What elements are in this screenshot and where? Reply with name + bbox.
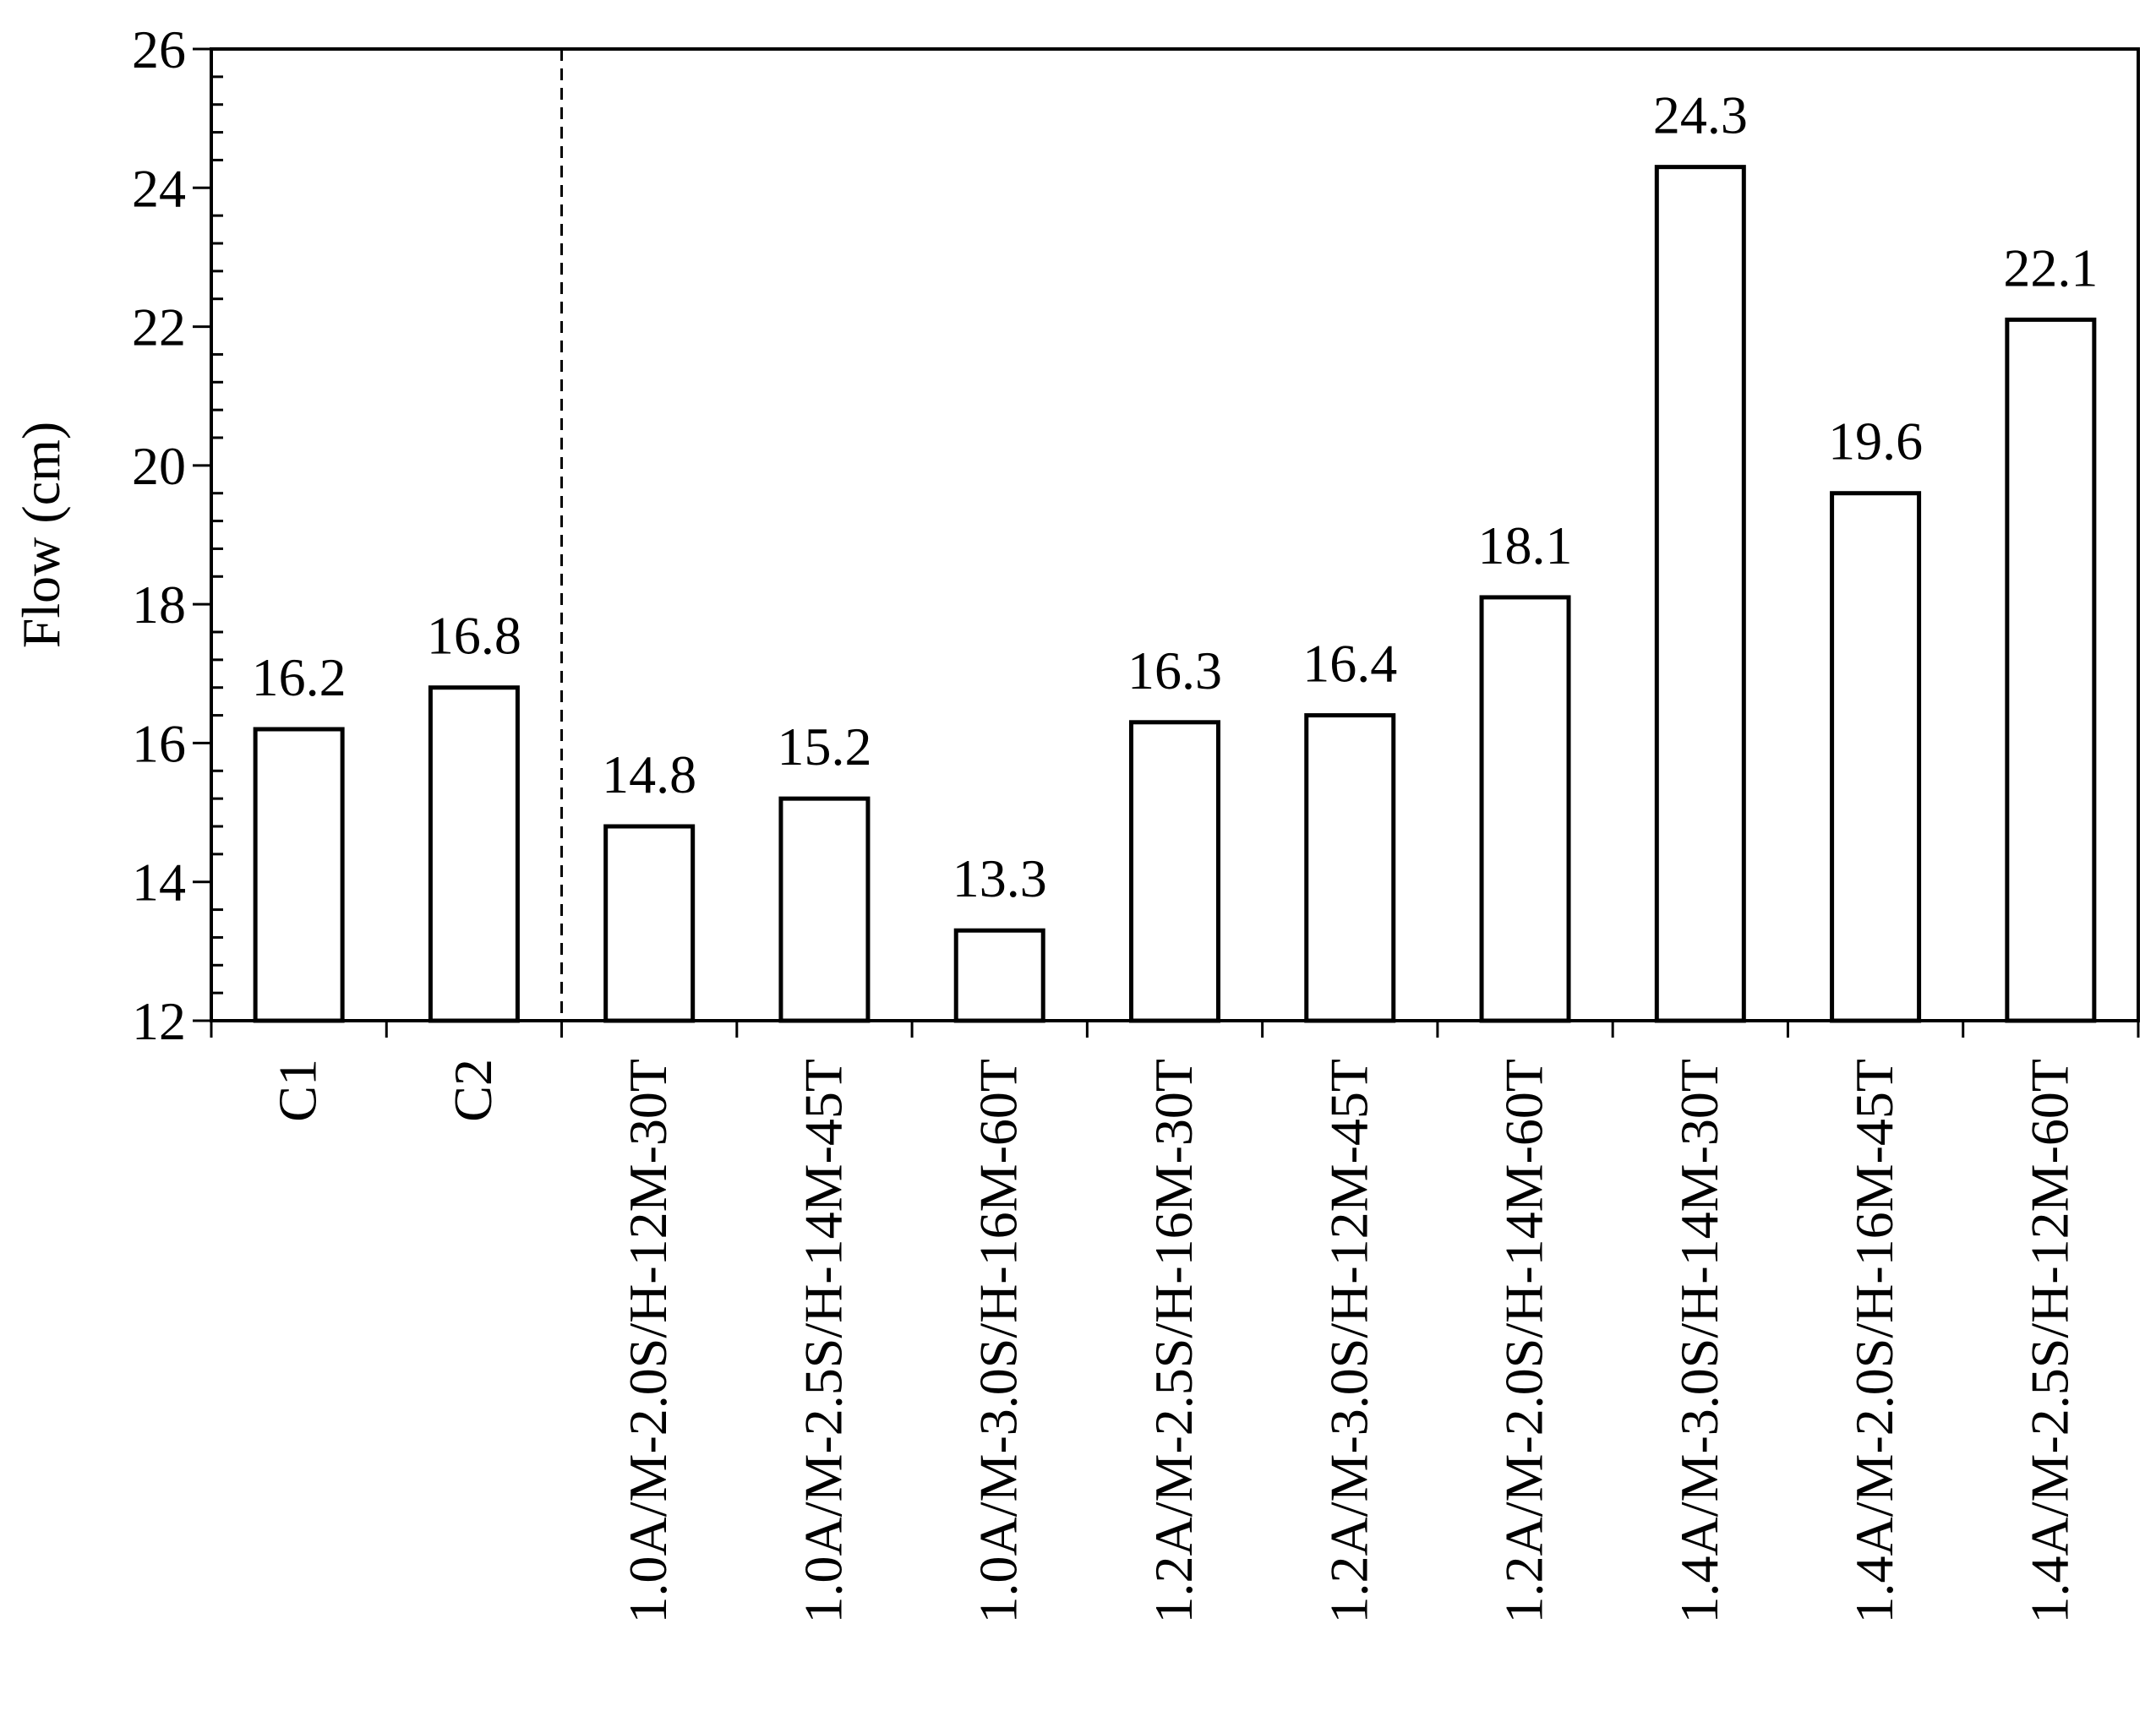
- data-label: 18.1: [1478, 515, 1573, 575]
- y-axis-ticks: [193, 47, 223, 1022]
- bars: [253, 165, 2097, 1023]
- bar: [778, 796, 871, 1023]
- x-tick-label: 1.4A/M-3.0S/H-14M-30T: [1669, 1059, 1729, 1623]
- data-label: 15.2: [777, 717, 871, 777]
- bar: [1830, 491, 1922, 1023]
- y-tick-label: 12: [132, 991, 186, 1051]
- x-tick-label: 1.2A/M-2.5S/H-16M-30T: [1143, 1059, 1204, 1623]
- y-tick-label: 20: [132, 436, 186, 496]
- data-label: 16.3: [1127, 640, 1222, 700]
- data-label: 24.3: [1653, 85, 1748, 145]
- x-axis-tick-labels: C1 C2 1.0A/M-2.0S/H-12M-30T 1.0A/M-2.5S/H-1…: [268, 1059, 2080, 1623]
- data-label: 16.8: [427, 606, 521, 666]
- data-label: 14.8: [602, 744, 696, 804]
- data-label: 16.4: [1302, 634, 1397, 694]
- x-tick-label: 1.0A/M-3.0S/H-16M-60T: [969, 1059, 1029, 1623]
- bar: [1304, 713, 1396, 1023]
- data-labels: 16.2 16.8 14.8 15.2 13.3 16.3 16.4 18.1 24.3 19.6…: [252, 85, 2099, 909]
- data-label: 13.3: [952, 848, 1047, 908]
- x-tick-label: 1.2A/M-3.0S/H-12M-45T: [1318, 1059, 1378, 1623]
- x-tick-label: C1: [268, 1059, 328, 1122]
- x-tick-label: 1.0A/M-2.0S/H-12M-30T: [618, 1059, 678, 1623]
- y-tick-label: 14: [132, 853, 186, 913]
- data-label: 19.6: [1828, 411, 1923, 471]
- x-tick-label: 1.0A/M-2.5S/H-14M-45T: [793, 1059, 853, 1623]
- x-tick-label: C2: [443, 1059, 503, 1122]
- y-tick-label: 16: [132, 713, 186, 773]
- bar: [428, 685, 520, 1023]
- bar: [1654, 165, 1746, 1023]
- plot-area-frame: [210, 47, 2140, 1022]
- x-axis-ticks: [210, 1021, 2140, 1038]
- y-axis-tick-labels: 12 14 16 18 20 22 24 26: [132, 19, 186, 1051]
- x-tick-label: 1.4A/M-2.5S/H-12M-60T: [2019, 1059, 2079, 1623]
- bar: [953, 928, 1045, 1023]
- data-label: 16.2: [252, 647, 347, 707]
- bar: [1129, 720, 1220, 1023]
- y-tick-label: 18: [132, 575, 186, 635]
- x-tick-label: 1.2A/M-2.0S/H-14M-60T: [1494, 1059, 1554, 1623]
- bar: [253, 727, 345, 1023]
- y-axis-title: Flow (cm): [11, 422, 71, 648]
- bar: [1479, 595, 1571, 1023]
- y-tick-label: 26: [132, 19, 186, 79]
- bar: [2005, 317, 2097, 1023]
- x-tick-label: 1.4A/M-2.0S/H-16M-45T: [1844, 1059, 1904, 1623]
- y-tick-label: 24: [132, 158, 186, 218]
- data-label: 22.1: [2003, 237, 2098, 297]
- bar: [603, 824, 696, 1023]
- y-tick-label: 22: [132, 297, 186, 357]
